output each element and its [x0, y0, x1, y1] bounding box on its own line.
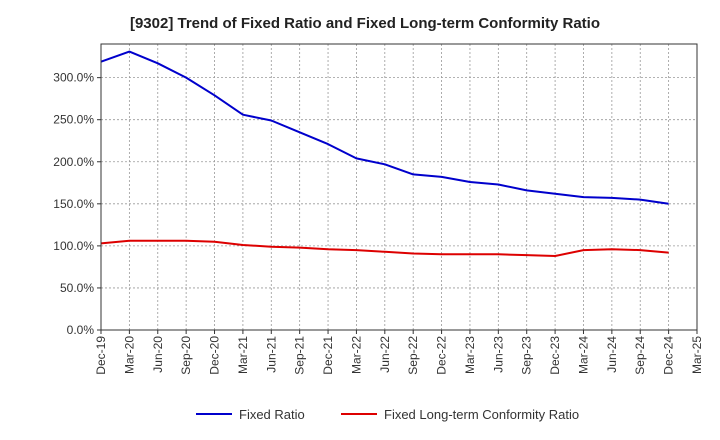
- x-tick-label: Sep-20: [179, 336, 193, 375]
- legend-label: Fixed Long-term Conformity Ratio: [384, 407, 579, 422]
- x-tick-label: Sep-23: [520, 336, 534, 375]
- y-tick-label: 100.0%: [53, 239, 94, 253]
- legend-label: Fixed Ratio: [239, 407, 305, 422]
- x-tick-label: Dec-23: [548, 336, 562, 375]
- y-tick-label: 300.0%: [53, 71, 94, 85]
- x-tick-label: Mar-21: [236, 336, 250, 374]
- series-line: [100, 239, 669, 257]
- plot-area: [100, 43, 698, 331]
- x-tick-label: Sep-22: [406, 336, 420, 375]
- x-tick-label: Mar-25: [690, 336, 704, 374]
- grid: [100, 44, 698, 330]
- legend: Fixed Ratio Fixed Long-term Conformity Ra…: [196, 407, 579, 422]
- x-tick-label: Mar-23: [463, 336, 477, 374]
- x-axis: Dec-19 Mar-20 Jun-20 Sep-20 Dec-20 Mar-21 Jun-…: [94, 330, 704, 375]
- series-layer: [100, 50, 669, 257]
- y-tick-label: 200.0%: [53, 155, 94, 169]
- y-axis: 0.0% 50.0% 100.0% 150.0% 200.0% 250.0% 300.0%: [53, 71, 101, 337]
- x-tick-label: Jun-22: [378, 336, 392, 373]
- x-tick-label: Dec-24: [662, 336, 676, 375]
- x-tick-label: Mar-20: [122, 336, 136, 374]
- x-tick-label: Jun-20: [151, 336, 165, 373]
- x-tick-label: Jun-23: [491, 336, 505, 373]
- x-tick-label: Jun-24: [605, 336, 619, 373]
- y-tick-label: 250.0%: [53, 113, 94, 127]
- x-tick-label: Mar-24: [576, 336, 590, 374]
- y-tick-label: 50.0%: [60, 281, 94, 295]
- y-tick-label: 150.0%: [53, 197, 94, 211]
- x-tick-label: Dec-19: [94, 336, 108, 375]
- x-tick-label: Mar-22: [349, 336, 363, 374]
- x-tick-label: Dec-22: [435, 336, 449, 375]
- series-line: [100, 50, 669, 205]
- x-tick-label: Sep-24: [633, 336, 647, 375]
- chart-title: [9302] Trend of Fixed Ratio and Fixed Lo…: [130, 15, 600, 32]
- y-tick-label: 0.0%: [67, 323, 95, 337]
- x-tick-label: Dec-20: [208, 336, 222, 375]
- x-tick-label: Sep-21: [293, 336, 307, 375]
- x-tick-label: Dec-21: [321, 336, 335, 375]
- x-tick-label: Jun-21: [264, 336, 278, 373]
